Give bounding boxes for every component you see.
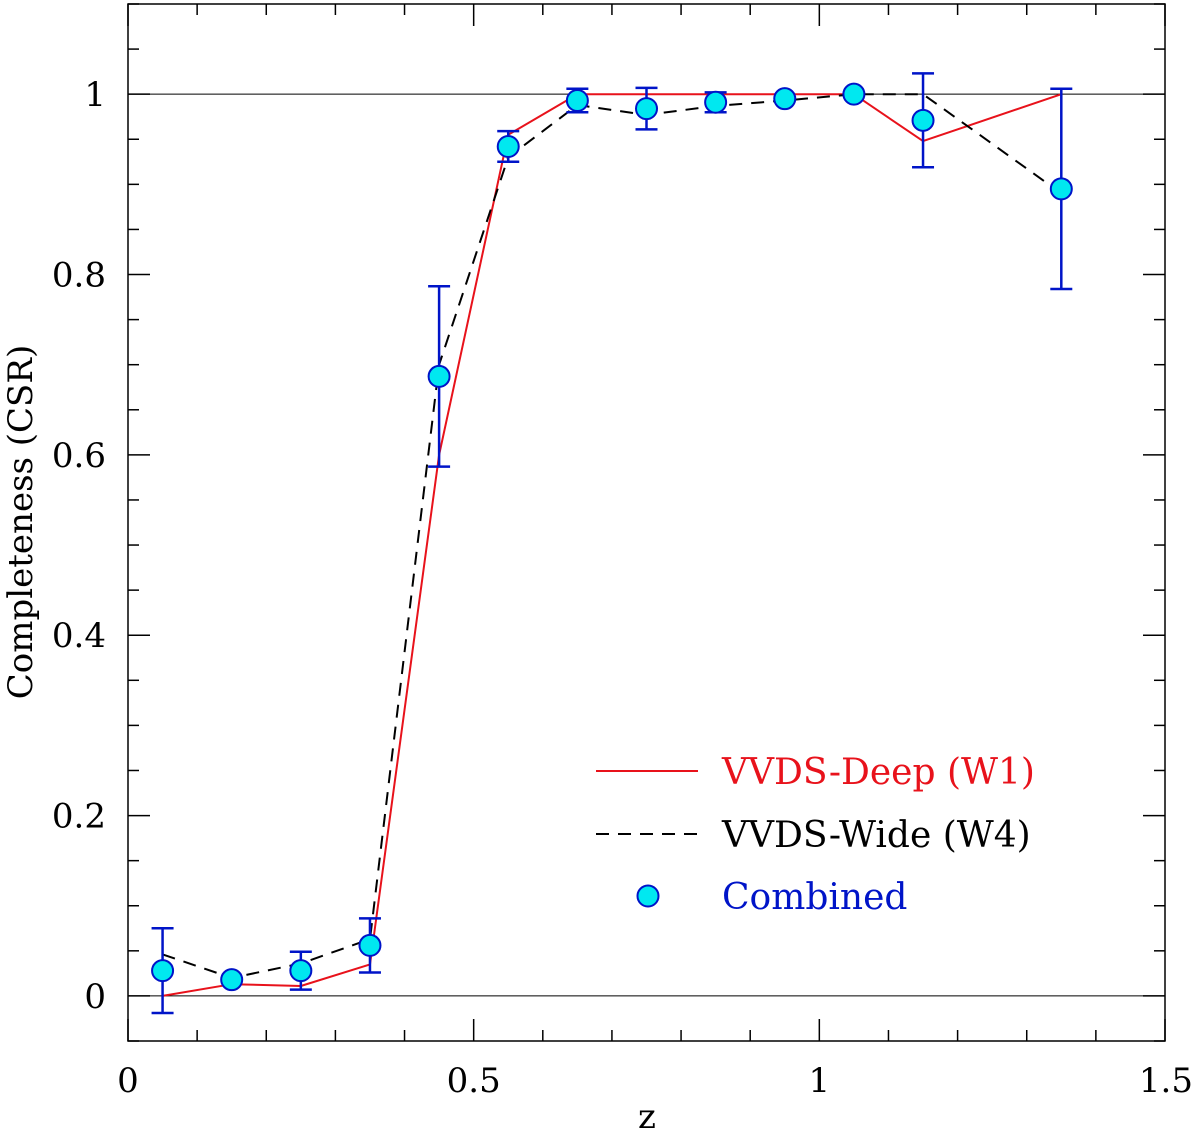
- combined-point: [289, 959, 313, 983]
- combined-point: [911, 108, 935, 132]
- combined-point: [635, 97, 658, 121]
- combined-point: [704, 90, 728, 114]
- combined-markers: [151, 72, 1073, 1015]
- y-tick-label: 1: [84, 75, 106, 115]
- deep-w1-line: [162, 93, 1062, 997]
- axis-ticks: [127, 3, 1166, 1042]
- reference-lines: [128, 93, 1165, 997]
- legend-swatch-combined: [636, 884, 660, 908]
- y-tick-label: 0.8: [52, 256, 106, 296]
- x-tick-label: 1: [809, 1061, 831, 1101]
- x-tick-label: 0.5: [447, 1061, 501, 1101]
- x-axis-label: z: [638, 1097, 656, 1131]
- combined-point: [358, 933, 382, 957]
- y-axis-label: Completeness (CSR): [1, 345, 41, 699]
- y-tick-label: 0.4: [52, 616, 106, 656]
- combined-point: [496, 134, 520, 158]
- legend-label-deep: VVDS-Deep (W1): [721, 752, 1035, 793]
- tick-labels: 0 0.5 1 1.5 0 0.2 0.4 0.6 0.8 1: [52, 75, 1193, 1101]
- x-tick-label: 1.5: [1139, 1061, 1193, 1101]
- combined-point: [1049, 177, 1073, 201]
- y-tick-label: 0.2: [52, 797, 106, 837]
- y-tick-label: 0: [84, 977, 106, 1017]
- combined-point: [773, 87, 797, 111]
- legend: VVDS-Deep (W1) VVDS-Wide (W4) Combined: [596, 752, 1035, 918]
- combined-point: [565, 88, 589, 112]
- plot-frame: [127, 3, 1166, 1042]
- legend-label-wide: VVDS-Wide (W4): [721, 815, 1031, 856]
- combined-point: [220, 968, 244, 992]
- legend-label-combined: Combined: [722, 877, 907, 918]
- combined-point: [842, 82, 866, 106]
- y-tick-label: 0.6: [52, 436, 106, 476]
- combined-point: [427, 364, 451, 388]
- x-tick-label: 0: [117, 1061, 139, 1101]
- combined-point: [151, 959, 175, 983]
- series-layer: [162, 93, 1062, 997]
